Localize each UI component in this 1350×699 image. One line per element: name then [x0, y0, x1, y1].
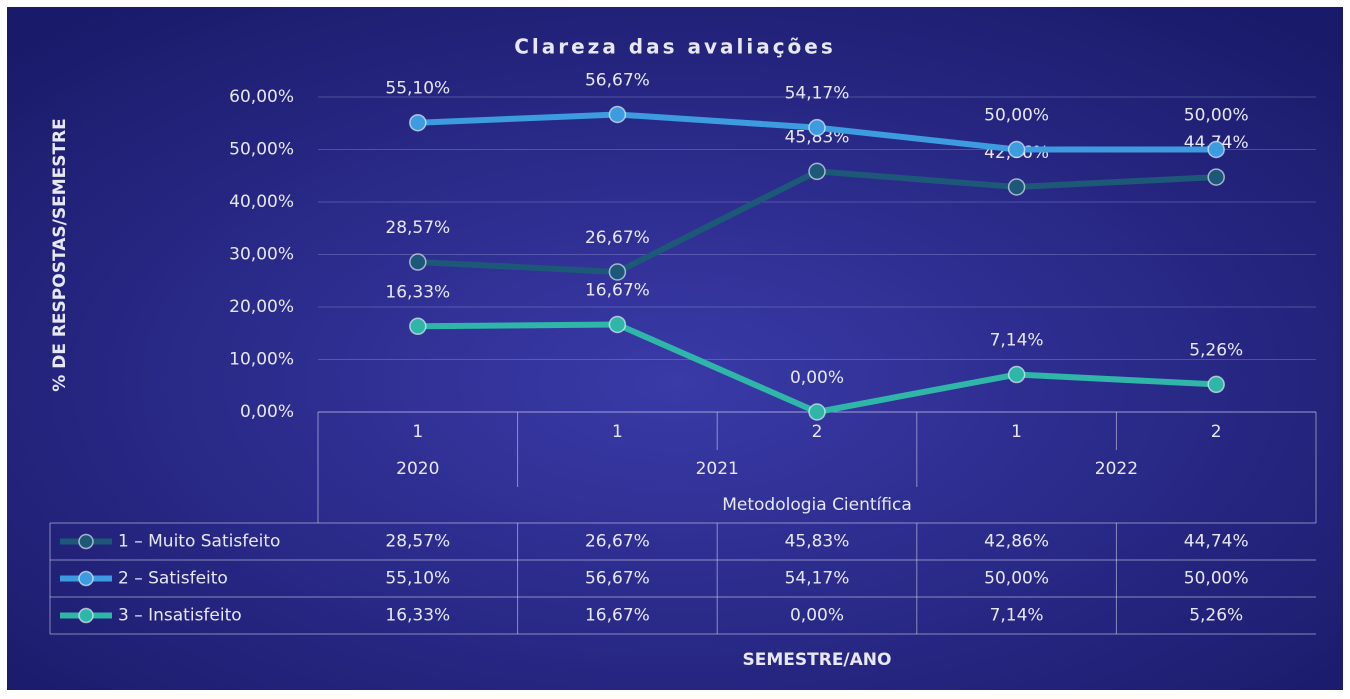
data-label: 7,14%	[990, 331, 1044, 351]
y-tick-label: 20,00%	[229, 297, 294, 317]
point-marker	[808, 118, 826, 137]
y-tick-label: 30,00%	[229, 245, 294, 265]
point-marker	[1007, 140, 1026, 159]
table-cell: 16,33%	[385, 606, 450, 626]
y-tick-label: 60,00%	[229, 87, 294, 107]
x-tick-label: 1	[412, 422, 423, 442]
legend-key-marker	[78, 533, 94, 550]
data-label: 50,00%	[1184, 106, 1249, 126]
point-marker	[608, 315, 627, 334]
point-marker	[1007, 365, 1026, 384]
point-marker	[608, 263, 627, 281]
x-tick-label: 2	[812, 422, 823, 442]
point-marker	[1007, 178, 1026, 196]
point-marker	[1207, 140, 1225, 159]
point-marker	[409, 317, 427, 336]
x-axis-title: SEMESTRE/ANO	[743, 650, 892, 670]
x-tick-label: 1	[1011, 422, 1022, 442]
y-tick-label: 50,00%	[229, 140, 294, 160]
x-tick-label: 1	[612, 422, 623, 442]
table-cell: 5,26%	[1189, 606, 1243, 626]
legend-label: 2 – Satisfeito	[118, 569, 228, 589]
point-marker	[409, 113, 427, 132]
table-cell: 50,00%	[1184, 569, 1249, 589]
x-group-label: 2020	[396, 459, 439, 479]
data-label: 55,10%	[385, 79, 450, 99]
data-label: 28,57%	[385, 218, 450, 238]
table-cell: 0,00%	[790, 606, 844, 626]
legend-key-marker	[78, 570, 94, 587]
x-group-label: 2021	[696, 459, 739, 479]
table-cell: 16,67%	[585, 606, 650, 626]
data-label: 16,67%	[585, 280, 650, 300]
point-marker	[608, 105, 627, 124]
table-cell: 50,00%	[984, 569, 1049, 589]
y-tick-label: 0,00%	[240, 402, 294, 422]
point-marker	[808, 403, 826, 421]
y-tick-label: 10,00%	[229, 350, 294, 370]
table-cell: 42,86%	[984, 532, 1049, 552]
legend-label: 1 – Muito Satisfeito	[118, 532, 280, 552]
legend-key-marker	[78, 607, 94, 624]
table-cell: 55,10%	[385, 569, 450, 589]
data-label: 26,67%	[585, 228, 650, 248]
data-label: 5,26%	[1189, 340, 1243, 360]
x-group-label: 2022	[1095, 459, 1138, 479]
point-marker	[1207, 375, 1225, 394]
legend-label: 3 – Insatisfeito	[118, 606, 242, 626]
point-marker	[409, 253, 427, 271]
y-tick-label: 40,00%	[229, 192, 294, 212]
point-marker	[1207, 168, 1225, 186]
table-cell: 45,83%	[785, 532, 850, 552]
data-label: 0,00%	[790, 368, 844, 388]
chart-title: Clareza das avaliações	[514, 35, 836, 59]
y-axis-title: % DE RESPOSTAS/SEMESTRE	[50, 118, 70, 392]
table-cell: 54,17%	[785, 569, 850, 589]
data-label: 50,00%	[984, 106, 1049, 126]
point-marker	[808, 162, 826, 181]
x-super-group-label: Metodologia Científica	[722, 495, 912, 515]
table-cell: 7,14%	[990, 606, 1044, 626]
table-cell: 56,67%	[585, 569, 650, 589]
table-cell: 28,57%	[385, 532, 450, 552]
data-label: 16,33%	[385, 282, 450, 302]
data-label: 56,67%	[585, 70, 650, 90]
data-label: 54,17%	[785, 84, 850, 104]
x-tick-label: 2	[1211, 422, 1222, 442]
table-cell: 44,74%	[1184, 532, 1249, 552]
table-cell: 26,67%	[585, 532, 650, 552]
